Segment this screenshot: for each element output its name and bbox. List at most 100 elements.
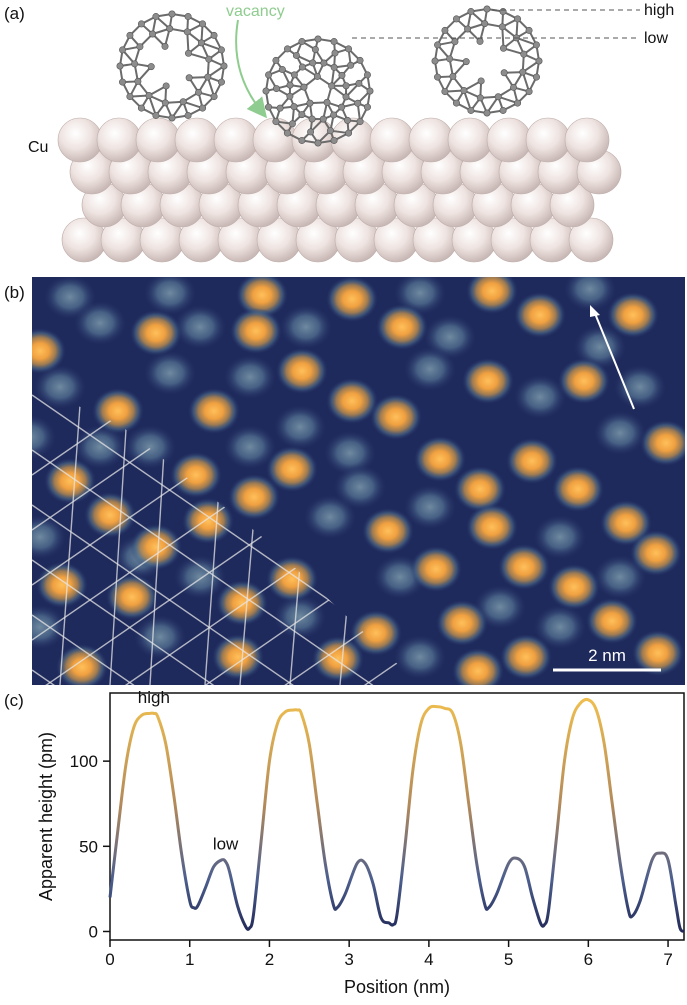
carbon-atom: [138, 105, 144, 111]
carbon-atom: [198, 40, 204, 46]
carbon-atom: [205, 74, 211, 80]
carbon-atom: [117, 63, 123, 69]
carbon-atom: [321, 60, 327, 66]
stm-high-spot: [370, 394, 422, 440]
carbon-atom: [446, 56, 452, 62]
vacancy-label: vacancy: [226, 3, 285, 20]
carbon-atom: [320, 116, 326, 122]
carbon-atom: [478, 78, 484, 84]
stm-high-spot: [276, 348, 328, 394]
carbon-atom: [514, 16, 520, 22]
copper-atom: [214, 118, 258, 162]
c60-molecule-high-right: [432, 6, 542, 116]
stm-high-spot: [376, 304, 428, 350]
scale-bar-label: 2 nm: [588, 646, 626, 665]
carbon-atom: [434, 74, 440, 80]
carbon-atom: [301, 84, 307, 90]
panel-a: (a) vacancy high low Cu: [0, 0, 687, 275]
stm-low-spot: [174, 305, 226, 349]
carbon-atom: [510, 84, 516, 90]
stm-high-spot: [362, 508, 414, 554]
carbon-atom: [291, 72, 297, 78]
carbon-atom: [468, 8, 474, 14]
carbon-atom: [184, 29, 190, 35]
carbon-atom: [331, 64, 337, 70]
carbon-atom: [495, 94, 501, 100]
stm-high-spot: [586, 598, 638, 644]
carbon-atom: [287, 82, 293, 88]
stm-low-spot: [274, 405, 326, 449]
stm-high-spot: [188, 388, 240, 434]
stm-high-spot: [130, 524, 182, 570]
copper-atom: [136, 118, 180, 162]
substrate-label: Cu: [28, 139, 48, 156]
carbon-atom: [273, 85, 279, 91]
carbon-atom: [293, 52, 299, 58]
carbon-atom: [287, 93, 293, 99]
stm-high-spot: [230, 308, 282, 354]
carbon-atom: [127, 32, 133, 38]
y-tick-label: 0: [89, 922, 98, 941]
carbon-atom: [345, 130, 351, 136]
carbon-atom: [324, 99, 330, 105]
carbon-atom: [273, 57, 279, 63]
carbon-atom: [364, 72, 370, 78]
carbon-atom: [328, 83, 334, 89]
carbon-atom: [265, 72, 271, 78]
carbon-atom: [477, 38, 483, 44]
carbon-atom: [166, 25, 172, 31]
stm-high-spot: [462, 358, 514, 404]
high-label: high: [644, 2, 674, 19]
stm-high-spot: [266, 556, 318, 602]
carbon-atom: [514, 100, 520, 106]
carbon-atom: [299, 111, 305, 117]
vacancy-arrow-icon: [236, 20, 262, 112]
stm-low-spot: [224, 355, 276, 399]
stm-high-spot: [14, 328, 66, 374]
carbon-atom: [477, 95, 483, 101]
stm-low-spot: [614, 365, 666, 409]
carbon-atom: [501, 70, 507, 76]
panel-c-label: (c): [4, 691, 24, 711]
carbon-atom: [137, 43, 143, 49]
carbon-atom: [327, 127, 333, 133]
carbon-atom: [463, 58, 469, 64]
carbon-atom: [310, 60, 316, 66]
carbon-atom: [199, 21, 205, 27]
carbon-atom: [442, 27, 448, 33]
stm-high-spot: [506, 438, 558, 484]
stm-high-spot: [436, 600, 488, 646]
carbon-atom: [484, 6, 490, 12]
annotation-low: low: [213, 835, 239, 854]
carbon-atom: [211, 32, 217, 38]
annotation-high: high: [138, 688, 170, 707]
stm-low-spot: [404, 347, 456, 391]
carbon-atom: [315, 140, 321, 146]
stm-high-spot: [498, 544, 550, 590]
carbon-atom: [343, 83, 349, 89]
stm-low-spot: [134, 615, 186, 659]
x-tick-label: 1: [185, 950, 194, 969]
stm-low-spot: [594, 411, 646, 455]
carbon-atom: [453, 16, 459, 22]
carbon-atom: [464, 26, 470, 32]
stm-high-spot: [630, 530, 682, 576]
carbon-atom: [211, 93, 217, 99]
carbon-atom: [339, 72, 345, 78]
carbon-atom: [169, 115, 175, 121]
carbon-atom: [312, 46, 318, 52]
carbon-atom: [148, 63, 154, 69]
copper-atom: [97, 118, 141, 162]
carbon-atom: [119, 79, 125, 85]
stm-high-spot: [130, 310, 182, 356]
carbon-atom: [146, 92, 152, 98]
carbon-atom: [163, 83, 169, 89]
carbon-atom: [338, 104, 344, 110]
carbon-atom: [331, 38, 337, 44]
series-line-apparent-height: [110, 699, 684, 931]
copper-atom: [487, 118, 531, 162]
stm-high-spot: [216, 580, 268, 626]
carbon-atom: [119, 47, 125, 53]
carbon-atom: [185, 112, 191, 118]
